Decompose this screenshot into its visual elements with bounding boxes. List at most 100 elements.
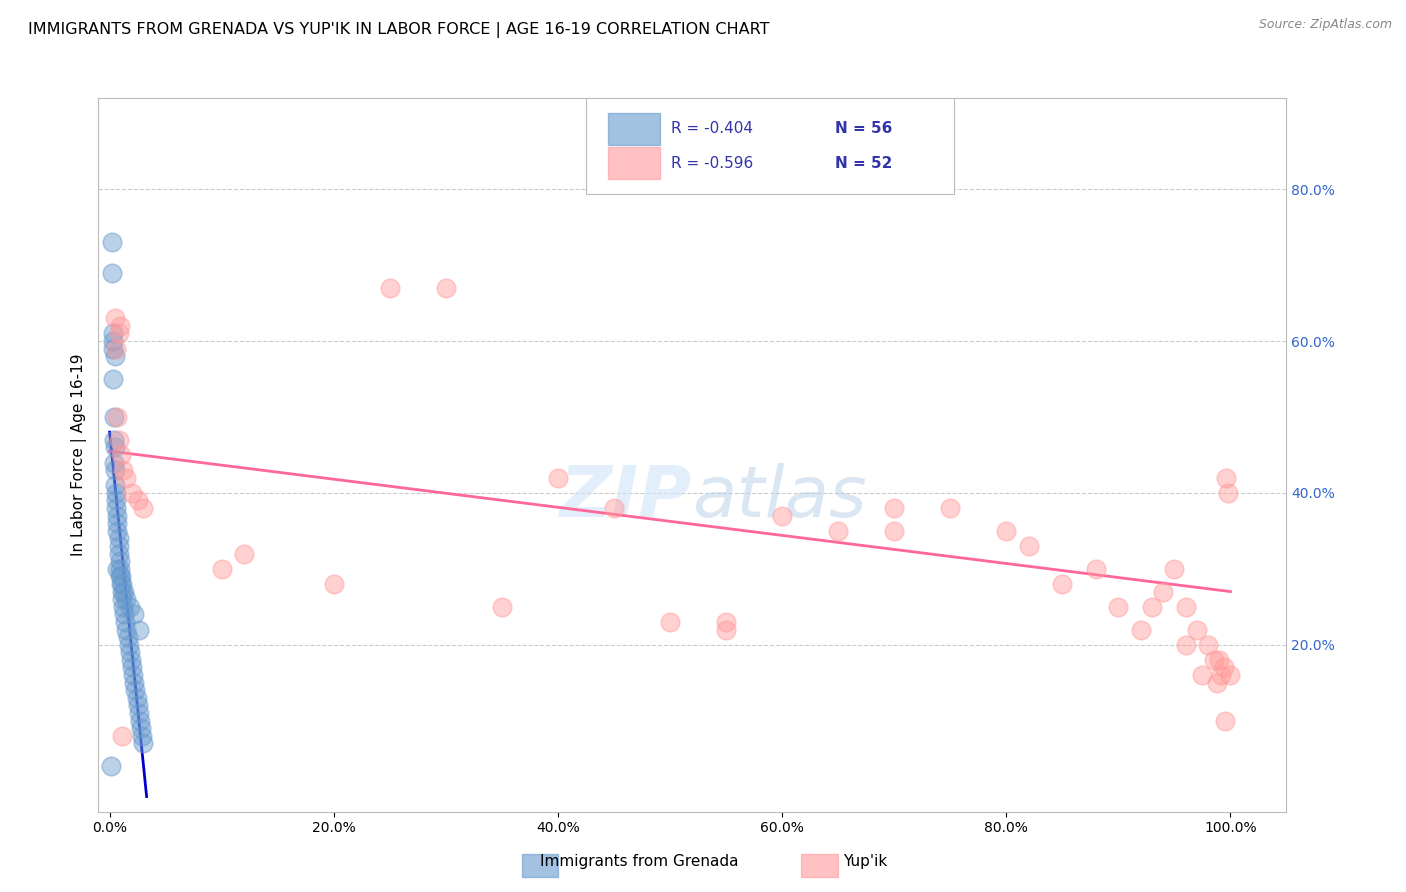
Point	[103, 456, 125, 470]
Point	[124, 607, 146, 622]
Point	[107, 508, 129, 523]
Point	[121, 486, 143, 500]
Point	[491, 599, 513, 614]
Point	[128, 706, 150, 720]
Point	[107, 539, 129, 553]
Point	[108, 318, 131, 333]
FancyBboxPatch shape	[609, 113, 661, 145]
Point	[115, 592, 138, 607]
Point	[110, 569, 132, 583]
Point	[1129, 623, 1152, 637]
Point	[100, 759, 122, 773]
Point	[125, 690, 148, 705]
Point	[105, 493, 128, 508]
Text: Immigrants from Grenada: Immigrants from Grenada	[540, 854, 740, 869]
Point	[101, 326, 124, 341]
Point	[118, 645, 141, 659]
Point	[115, 471, 138, 485]
Point	[131, 729, 153, 743]
Point	[1185, 623, 1208, 637]
Point	[603, 501, 626, 516]
Point	[101, 372, 124, 386]
Point	[883, 501, 905, 516]
Point	[103, 433, 125, 447]
Point	[132, 736, 155, 750]
Point	[111, 729, 134, 743]
Point	[104, 349, 127, 363]
Point	[322, 577, 344, 591]
Point	[1206, 675, 1229, 690]
Point	[1197, 638, 1219, 652]
Point	[714, 623, 737, 637]
Point	[378, 281, 401, 295]
Text: atlas: atlas	[693, 463, 868, 533]
Point	[107, 516, 129, 531]
Point	[659, 615, 682, 629]
Point	[1107, 599, 1129, 614]
Point	[434, 281, 457, 295]
Point	[108, 554, 131, 568]
Point	[1191, 668, 1213, 682]
Point	[128, 714, 150, 728]
Point	[115, 623, 138, 637]
Point	[129, 721, 152, 735]
Point	[112, 584, 135, 599]
Point	[101, 266, 124, 280]
Point	[107, 532, 129, 546]
Point	[111, 592, 134, 607]
Point	[112, 599, 135, 614]
Point	[101, 235, 124, 250]
Point	[120, 653, 142, 667]
Point	[1211, 668, 1233, 682]
Text: R = -0.596: R = -0.596	[671, 155, 754, 170]
Text: R = -0.404: R = -0.404	[671, 121, 754, 136]
Point	[104, 478, 127, 492]
FancyBboxPatch shape	[609, 147, 661, 178]
Point	[1084, 562, 1107, 576]
Point	[1212, 660, 1234, 674]
Point	[1152, 584, 1174, 599]
Text: IMMIGRANTS FROM GRENADA VS YUP'IK IN LABOR FORCE | AGE 16-19 CORRELATION CHART: IMMIGRANTS FROM GRENADA VS YUP'IK IN LAB…	[28, 22, 769, 38]
Point	[121, 660, 143, 674]
Point	[104, 311, 127, 326]
Point	[104, 440, 127, 454]
Point	[1219, 668, 1241, 682]
Point	[114, 615, 136, 629]
Point	[112, 607, 135, 622]
Point	[233, 547, 256, 561]
Point	[118, 638, 141, 652]
Point	[1215, 471, 1237, 485]
Point	[101, 342, 124, 356]
Point	[124, 683, 146, 698]
Point	[995, 524, 1018, 538]
Point	[127, 493, 149, 508]
Point	[101, 334, 124, 348]
Point	[107, 524, 129, 538]
Point	[127, 698, 149, 713]
Text: Source: ZipAtlas.com: Source: ZipAtlas.com	[1258, 18, 1392, 31]
Point	[105, 486, 128, 500]
Point	[110, 577, 132, 591]
Point	[108, 562, 131, 576]
Point	[939, 501, 962, 516]
Point	[1218, 486, 1240, 500]
Point	[103, 409, 125, 424]
Text: ZIP: ZIP	[560, 463, 693, 533]
Point	[112, 463, 135, 477]
Point	[1208, 653, 1230, 667]
Point	[1213, 714, 1236, 728]
Point	[132, 501, 155, 516]
Point	[1018, 539, 1040, 553]
Point	[105, 501, 128, 516]
Point	[118, 599, 141, 614]
Point	[117, 630, 139, 644]
Point	[211, 562, 233, 576]
Point	[107, 326, 129, 341]
Point	[770, 508, 793, 523]
Point	[1052, 577, 1074, 591]
Point	[827, 524, 849, 538]
Point	[111, 577, 134, 591]
Text: Yup'ik: Yup'ik	[842, 854, 887, 869]
Point	[108, 569, 131, 583]
Point	[1140, 599, 1163, 614]
